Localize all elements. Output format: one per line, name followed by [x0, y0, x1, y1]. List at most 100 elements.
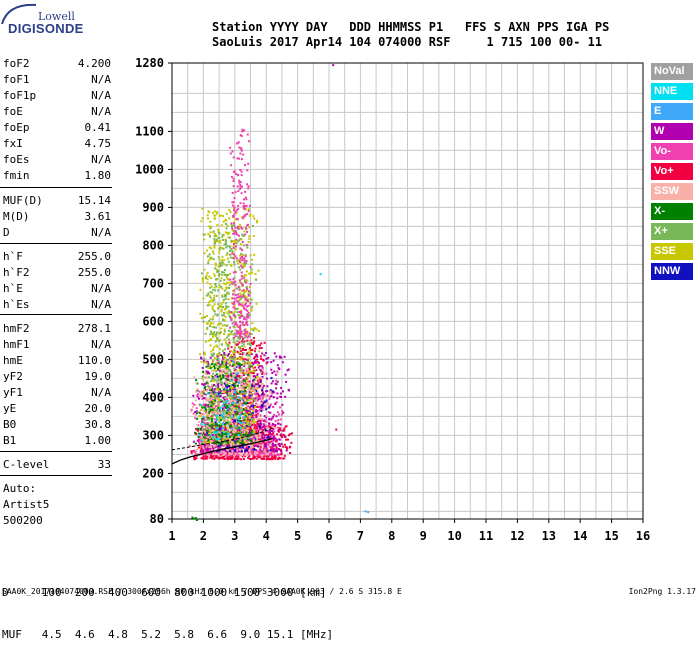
echo-point	[215, 423, 218, 426]
echo-point	[214, 425, 217, 428]
echo-point	[244, 420, 247, 423]
echo-point	[235, 325, 238, 328]
param-row: h`E N/A	[3, 282, 111, 298]
echo-point	[200, 356, 202, 359]
echo-point	[224, 406, 227, 409]
echo-point	[270, 433, 273, 436]
echo-point	[246, 305, 248, 308]
echo-point	[236, 443, 239, 446]
echo-point	[240, 252, 243, 255]
echo-point	[271, 458, 274, 461]
echo-point	[230, 330, 233, 333]
echo-point	[239, 268, 242, 271]
legend-item: Vo-	[651, 143, 693, 160]
echo-point	[263, 341, 266, 344]
echo-point	[224, 438, 227, 441]
echo-point	[240, 335, 243, 338]
echo-point	[224, 445, 227, 448]
echo-point	[252, 410, 255, 413]
echo-point	[274, 440, 277, 443]
echo-point	[242, 318, 245, 321]
echo-point	[211, 300, 214, 303]
echo-point	[208, 304, 211, 306]
echo-point	[240, 403, 243, 406]
echo-point	[214, 262, 217, 265]
echo-point	[207, 405, 210, 408]
echo-point	[221, 247, 223, 249]
echo-point	[208, 295, 211, 298]
echo-point	[228, 394, 231, 397]
echo-point	[247, 360, 250, 363]
echo-point	[281, 436, 283, 438]
echo-point	[254, 376, 257, 379]
echo-point	[222, 443, 225, 446]
echo-point	[243, 453, 245, 456]
echo-point	[277, 426, 280, 429]
echo-point	[279, 429, 282, 432]
echo-point	[232, 362, 235, 365]
echo-point	[284, 373, 287, 376]
echo-point	[224, 396, 227, 399]
echo-point	[204, 385, 207, 388]
echo-point	[238, 408, 241, 411]
echo-point	[290, 441, 293, 444]
echo-point	[210, 277, 213, 280]
echo-point	[280, 452, 283, 455]
echo-point	[249, 386, 252, 389]
echo-point	[223, 312, 225, 315]
echo-point	[243, 324, 246, 327]
echo-point	[283, 443, 286, 446]
echo-point	[204, 454, 207, 457]
echo-point	[219, 261, 222, 264]
echo-point	[244, 358, 247, 361]
echo-point	[240, 332, 243, 335]
echo-point	[252, 414, 254, 417]
echo-point	[244, 265, 247, 268]
echo-point	[207, 429, 210, 432]
echo-point	[222, 239, 225, 241]
echo-point	[239, 447, 242, 450]
echo-point	[237, 313, 240, 316]
echo-point	[278, 395, 281, 398]
echo-point	[240, 445, 243, 448]
echo-point	[245, 411, 248, 413]
echo-point	[210, 430, 213, 433]
echo-point	[204, 407, 207, 410]
echo-point	[228, 425, 231, 428]
echo-point	[228, 401, 231, 404]
echo-point	[231, 301, 233, 304]
echo-point	[233, 355, 235, 358]
echo-point	[236, 388, 239, 391]
param-name: foF1	[3, 73, 30, 86]
echo-point	[239, 417, 241, 419]
echo-point	[227, 353, 230, 355]
echo-point	[216, 212, 219, 215]
echo-point	[214, 283, 217, 286]
echo-point	[225, 264, 228, 267]
param-row: yF1 N/A	[3, 386, 111, 402]
echo-point	[209, 220, 212, 223]
echo-point	[236, 259, 239, 262]
echo-point	[224, 428, 227, 431]
echo-point	[280, 434, 283, 437]
echo-point	[230, 410, 233, 413]
echo-point	[211, 335, 214, 338]
echo-point	[214, 409, 217, 412]
echo-point	[272, 415, 275, 418]
echo-point	[235, 211, 238, 214]
echo-point	[237, 450, 240, 453]
echo-point	[203, 423, 206, 426]
echo-point	[211, 402, 214, 405]
echo-point	[200, 444, 203, 446]
echo-point	[205, 448, 208, 451]
echo-point	[217, 303, 220, 306]
echo-point	[232, 415, 235, 418]
echo-point	[259, 456, 262, 459]
echo-point	[230, 416, 233, 419]
echo-point	[276, 433, 279, 436]
echo-point	[224, 430, 227, 433]
echo-point	[239, 422, 242, 425]
echo-point	[249, 392, 252, 395]
echo-point	[223, 348, 226, 351]
echo-point	[235, 329, 238, 332]
